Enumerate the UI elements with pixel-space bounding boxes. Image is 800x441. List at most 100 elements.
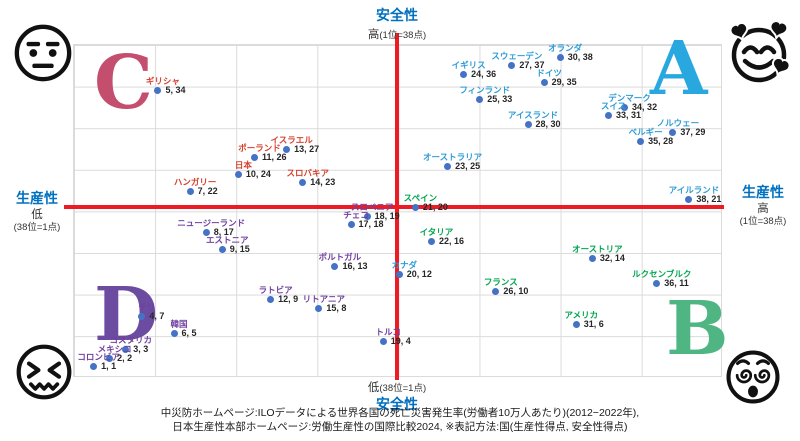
data-point-dot [250, 154, 258, 162]
data-point-value: 23, 25 [455, 160, 481, 171]
data-point-dot [572, 321, 580, 329]
right-axis-caption: 生産性 高 (1位=38点) [731, 184, 795, 228]
data-point-label: ドイツ [536, 68, 562, 78]
data-point-dot [427, 237, 435, 245]
data-point-label: 韓国 [170, 318, 188, 329]
data-point-label: オーストリア [572, 243, 623, 254]
data-point-label: イギリス [451, 59, 486, 70]
data-point-label: イスラエル [270, 134, 313, 145]
horizontal-reference-line [64, 205, 724, 209]
data-point-dot [186, 187, 194, 195]
data-point-label: ハンガリー [173, 176, 217, 187]
right-axis-title: 生産性 [742, 184, 784, 200]
data-point-dot [267, 296, 275, 304]
data-point-dot [379, 338, 387, 346]
data-point-label: ラトビア [258, 285, 293, 296]
data-point-value: 1, 1 [101, 361, 117, 372]
data-point-value: 5, 34 [165, 85, 186, 96]
data-point-value: 32, 14 [599, 252, 625, 263]
data-point-value: 7, 22 [197, 185, 218, 196]
top-axis-high-label: 高 [367, 29, 380, 41]
data-point-label: リトアニア [302, 293, 346, 304]
data-point-value: 28, 30 [535, 118, 561, 129]
source-footnote-line2: 日本生産性本部ホームページ:労働生産性の国際比較2024, ※表記方法:国(生産… [172, 421, 628, 434]
data-point-label: スウェーデン [491, 51, 543, 62]
data-point-value: 24, 36 [471, 68, 497, 79]
data-point-label: デンマーク [608, 93, 651, 104]
data-point-value: 37, 29 [680, 127, 706, 138]
source-footnote: 中災防ホームページ:ILOデータによる世界各国の死亡災害発生率(労働者10万人あ… [0, 406, 800, 434]
left-axis-caption: 生産性 低 (38位=1点) [6, 190, 68, 234]
data-point-dot [218, 246, 226, 254]
data-point-value: 8, 17 [213, 227, 234, 238]
data-point-label: アメリカ [564, 310, 599, 321]
data-point-dot [669, 129, 677, 137]
quadrant-d-letter: D [94, 272, 159, 358]
data-point-label: エストニア [206, 235, 249, 246]
top-axis-scale-note: (1位=38点) [379, 30, 427, 41]
data-point-dot [283, 145, 291, 153]
data-point-value: 9, 15 [229, 244, 250, 255]
data-point-label: チェコ [343, 210, 369, 221]
data-point-label: トルコ [375, 327, 401, 338]
quadrant-a-letter: A [650, 26, 708, 112]
quadrant-c-letter: C [94, 40, 153, 126]
data-point-label: アイルランド [668, 185, 720, 195]
data-point-dot [637, 137, 645, 145]
data-point-label: チリ [138, 302, 156, 312]
data-point-dot [363, 212, 371, 220]
data-point-dot [395, 271, 403, 279]
data-point-dot [331, 262, 339, 270]
data-point-dot [234, 170, 242, 178]
data-point-value: 2, 2 [117, 352, 133, 363]
data-point-label: 日本 [234, 159, 252, 170]
data-point-label: ニュージーランド [177, 218, 246, 229]
data-point-value: 20, 12 [406, 269, 432, 280]
data-point-value: 10, 24 [245, 168, 271, 179]
data-point-dot [90, 363, 98, 371]
data-point-label: ベルギー [628, 126, 663, 137]
data-point-dot [540, 79, 548, 86]
data-point-label: フィンランド [459, 84, 511, 95]
data-point-value: 15, 8 [326, 302, 347, 313]
data-point-label: アイスランド [507, 109, 559, 120]
data-point-label: イタリア [419, 226, 454, 237]
data-point-value: 6, 5 [181, 327, 197, 338]
data-point-dot [315, 304, 323, 312]
data-point-label: ノルウェー [656, 118, 700, 129]
data-point-value: 27, 37 [519, 60, 545, 71]
data-point-dot [621, 104, 629, 112]
data-point-label: ポーランド [238, 143, 281, 154]
right-axis-high-label: 高 [757, 202, 769, 215]
data-point-label: コスタリカ [109, 335, 153, 346]
left-axis-low-label: 低 [31, 208, 43, 221]
left-axis-scale-note: (38位=1点) [13, 221, 61, 233]
data-point-value: 34, 32 [632, 102, 658, 113]
data-point-dot [202, 229, 210, 237]
vertical-reference-line [395, 33, 399, 380]
data-point-value: 14, 23 [310, 177, 336, 188]
data-point-value: 31, 6 [583, 319, 604, 330]
data-point-dot [476, 95, 484, 103]
data-point-dot [588, 254, 596, 262]
data-point-value: 17, 18 [358, 219, 384, 230]
data-point-dot [444, 162, 452, 170]
data-point-value: 19, 4 [390, 336, 411, 347]
data-point-dot [556, 53, 564, 61]
data-point-value: 13, 27 [294, 143, 320, 154]
data-point-value: 21, 20 [422, 202, 448, 213]
data-point-dot [170, 329, 178, 337]
data-point-value: 35, 28 [648, 135, 674, 146]
data-point-dot [524, 120, 532, 128]
data-point-label: スロベニア [350, 201, 394, 212]
data-point-value: 38, 21 [696, 194, 722, 204]
bottom-axis-title: 安全性 [375, 396, 418, 413]
data-point-dot [492, 287, 500, 295]
data-point-label: ポルトガル [318, 251, 362, 262]
data-point-label: スペイン [403, 193, 438, 204]
top-axis-caption: 安全性 高(1位=38点) [368, 5, 426, 43]
data-point-dot [347, 221, 355, 229]
data-point-dot [106, 354, 114, 362]
data-point-value: 4, 7 [149, 311, 165, 321]
